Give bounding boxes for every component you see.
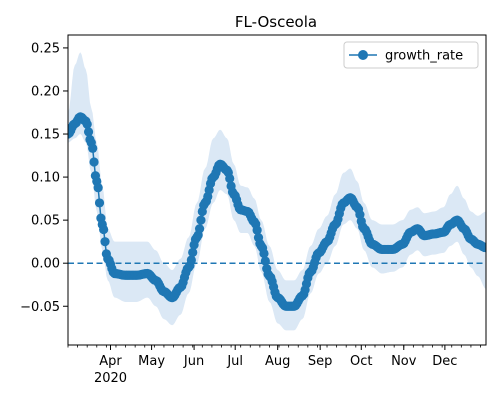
y-tick-label: 0.25: [31, 41, 60, 56]
x-tick-label: May: [138, 354, 165, 369]
data-point: [260, 256, 270, 266]
data-point: [94, 198, 105, 208]
data-point: [83, 127, 94, 137]
legend-label-growth-rate: growth_rate: [385, 49, 463, 64]
legend-marker-swatch: [358, 50, 368, 60]
data-point: [252, 225, 262, 235]
y-axis: −0.05 0.00 0.05 0.10 0.15 0.20 0.25: [20, 41, 68, 315]
data-point: [188, 247, 198, 258]
chart-title: FL-Osceola: [235, 13, 317, 31]
confidence-band: [68, 52, 486, 331]
y-tick-label: 0.10: [31, 171, 60, 186]
data-point: [186, 255, 196, 265]
x-year-label: 2020: [94, 371, 127, 386]
data-point: [259, 248, 269, 259]
x-tick-label: Jul: [226, 354, 243, 369]
data-point: [88, 143, 98, 153]
data-point: [93, 183, 103, 193]
x-tick-label: Sep: [308, 354, 333, 369]
series-marker-layer: [68, 112, 486, 311]
data-point: [225, 173, 235, 184]
y-tick-label: −0.05: [20, 300, 60, 315]
x-tick-label: Aug: [265, 354, 290, 369]
y-tick-label: 0.20: [31, 84, 60, 99]
y-tick-label: 0.05: [31, 214, 60, 229]
plot-frame: [67, 34, 487, 346]
x-tick-label: Dec: [432, 354, 457, 369]
confidence-band-layer: [68, 52, 486, 331]
y-tick-label: 0.00: [31, 257, 60, 272]
legend-box: [343, 41, 479, 69]
x-tick-label: Jun: [183, 354, 204, 369]
x-tick-label: Nov: [391, 354, 417, 369]
legend: growth_rate: [343, 41, 479, 69]
x-axis: Apr May Jun Jul Aug Sep Oct Nov Dec 2020: [67, 345, 481, 386]
y-tick-label: 0.15: [31, 128, 60, 143]
data-point: [194, 224, 205, 234]
data-point: [481, 243, 486, 253]
data-point: [82, 119, 92, 129]
data-point: [99, 224, 109, 235]
x-tick-label: Apr: [99, 354, 122, 369]
data-point: [196, 215, 206, 225]
data-point: [89, 157, 99, 167]
x-tick-label: Oct: [350, 354, 372, 369]
data-point: [100, 237, 110, 247]
